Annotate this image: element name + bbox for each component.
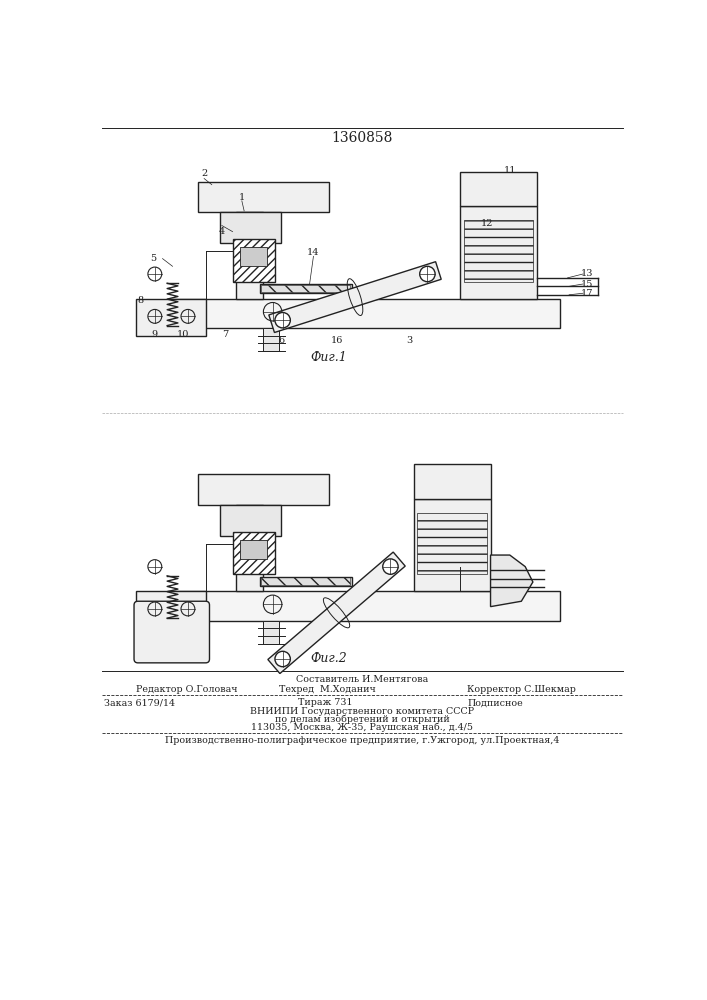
Text: 14: 14 [308, 248, 320, 257]
Text: 12: 12 [481, 219, 493, 228]
Text: 4: 4 [218, 227, 225, 236]
Text: Редактор О.Головач: Редактор О.Головач [136, 685, 238, 694]
Bar [417, 513, 486, 574]
Text: 6: 6 [278, 336, 284, 345]
Polygon shape [269, 262, 441, 333]
Bar [261, 577, 351, 585]
Circle shape [275, 312, 291, 328]
Text: 9: 9 [152, 330, 158, 339]
Text: Подписное: Подписное [467, 698, 523, 707]
Text: Составитель И.Ментягова: Составитель И.Ментягова [296, 675, 428, 684]
Bar [167, 299, 560, 328]
Bar [240, 540, 267, 559]
Text: 5: 5 [150, 254, 156, 263]
Text: 7: 7 [222, 330, 228, 339]
Text: 15: 15 [580, 280, 593, 289]
Text: Заказ 6179/14: Заказ 6179/14 [104, 698, 175, 707]
Bar [261, 285, 351, 292]
Bar [219, 505, 281, 536]
Bar [264, 620, 279, 644]
Text: 10: 10 [176, 330, 189, 339]
Text: Фиг.2: Фиг.2 [310, 652, 347, 666]
Bar [464, 220, 533, 282]
Bar [414, 499, 491, 591]
Text: 16: 16 [330, 336, 343, 345]
Text: 113035, Москва, Ж-35, Раушская наб., д.4/5: 113035, Москва, Ж-35, Раушская наб., д.4… [251, 722, 473, 732]
Text: 1360858: 1360858 [332, 131, 392, 145]
Text: ВНИИПИ Государственного комитета СССР: ВНИИПИ Государственного комитета СССР [250, 707, 474, 716]
Text: по делам изобретений и открытий: по делам изобретений и открытий [274, 714, 450, 724]
Text: 2: 2 [201, 169, 207, 178]
Bar [233, 532, 275, 574]
Bar [240, 247, 267, 266]
Text: 3: 3 [407, 336, 413, 345]
Bar [236, 212, 264, 299]
FancyBboxPatch shape [134, 601, 209, 663]
Bar [460, 206, 537, 299]
Bar [136, 299, 206, 336]
Bar [167, 591, 560, 620]
Text: 1: 1 [239, 192, 245, 202]
Text: Корректор С.Шекмар: Корректор С.Шекмар [467, 685, 576, 694]
Bar [233, 239, 275, 282]
Bar [259, 577, 352, 586]
Circle shape [275, 651, 291, 667]
Bar [264, 328, 279, 351]
Text: Фиг.1: Фиг.1 [310, 351, 347, 364]
Polygon shape [491, 555, 533, 607]
Bar [136, 591, 206, 628]
Text: Тираж 731: Тираж 731 [298, 698, 353, 707]
Polygon shape [268, 552, 405, 674]
Text: Производственно-полиграфическое предприятие, г.Ужгород, ул.Проектная,4: Производственно-полиграфическое предприя… [165, 736, 559, 745]
Text: Техред  М.Ходанич: Техред М.Ходанич [279, 685, 375, 694]
Bar [460, 172, 537, 206]
Text: 17: 17 [580, 289, 593, 298]
Text: 11: 11 [503, 166, 516, 175]
Bar [414, 464, 491, 499]
Bar [236, 505, 264, 591]
Text: 8: 8 [137, 296, 144, 305]
Bar [259, 284, 352, 293]
Bar [219, 212, 281, 243]
Bar [198, 182, 329, 212]
Circle shape [420, 266, 435, 282]
Circle shape [382, 559, 398, 574]
Bar [198, 474, 329, 505]
Text: 13: 13 [580, 269, 593, 278]
